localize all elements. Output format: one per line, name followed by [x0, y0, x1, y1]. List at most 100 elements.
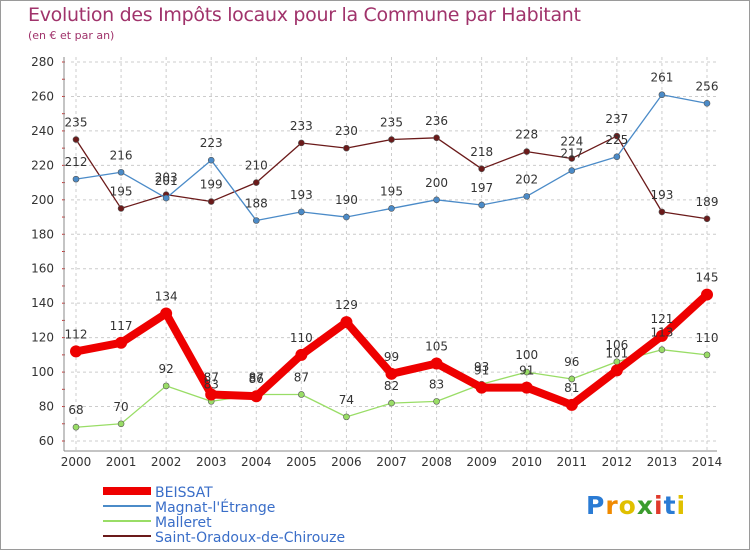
logo-letter: i: [654, 491, 664, 520]
series-point-1: [613, 153, 621, 161]
data-label-1: 223: [200, 136, 223, 150]
series-point-0: [610, 364, 623, 377]
x-tick-label: 2003: [196, 455, 227, 469]
series-point-2: [568, 375, 576, 383]
data-label-1: 217: [560, 147, 583, 161]
chart-subtitle: (en € et par an): [28, 29, 115, 42]
series-point-2: [162, 382, 170, 390]
series-point-0: [565, 398, 578, 411]
data-label-2: 83: [204, 377, 219, 391]
data-label-0: 110: [290, 331, 313, 345]
series-point-1: [658, 91, 666, 99]
x-tick-label: 2000: [61, 455, 92, 469]
data-label-0: 121: [650, 312, 673, 326]
logo-letter: t: [663, 491, 677, 520]
series-point-3: [703, 215, 711, 223]
y-tick-label: 60: [39, 434, 54, 448]
y-tick-label: 100: [31, 365, 54, 379]
series-point-3: [613, 132, 621, 140]
data-label-1: 193: [290, 188, 313, 202]
series-point-1: [162, 194, 170, 202]
series-point-1: [568, 167, 576, 174]
data-label-3: 237: [605, 112, 628, 126]
data-label-1: 190: [335, 193, 358, 207]
series-point-3: [478, 165, 485, 173]
legend-label-1: Magnat-l'Étrange: [155, 499, 275, 516]
series-point-3: [523, 148, 531, 155]
logo-letter: r: [605, 491, 619, 520]
x-tick-label: 2009: [466, 455, 497, 469]
data-label-3: 236: [425, 114, 448, 128]
series-point-2: [298, 391, 305, 398]
data-label-3: 189: [696, 195, 719, 209]
legend-label-3: Saint-Oradoux-de-Chirouze: [155, 530, 345, 546]
data-label-3: 203: [155, 171, 178, 185]
series-point-2: [433, 398, 440, 405]
data-label-1: 216: [110, 148, 133, 162]
data-label-0: 101: [605, 346, 628, 360]
data-label-2: 82: [384, 379, 399, 393]
series-point-3: [117, 205, 125, 212]
data-label-2: 68: [68, 403, 83, 417]
x-tick-label: 2002: [151, 455, 182, 469]
data-label-1: 202: [515, 172, 538, 186]
series-point-1: [207, 156, 215, 164]
series-point-1: [252, 217, 260, 224]
series-point-0: [430, 357, 443, 370]
data-label-2: 110: [696, 331, 719, 345]
y-tick-label: 80: [39, 400, 54, 414]
proxiti-logo: Proxiti: [586, 491, 686, 520]
series-point-0: [655, 329, 668, 342]
data-label-3: 199: [200, 178, 223, 192]
data-label-2: 93: [474, 360, 489, 374]
x-tick-label: 2001: [106, 455, 137, 469]
series-point-2: [117, 420, 125, 428]
series-point-3: [298, 139, 305, 147]
data-label-3: 193: [650, 188, 673, 202]
data-label-2: 87: [294, 370, 309, 384]
data-label-0: 105: [425, 339, 448, 353]
data-label-1: 197: [470, 181, 493, 195]
data-label-0: 81: [564, 381, 579, 395]
series-point-1: [433, 196, 440, 204]
x-tick-label: 2010: [511, 455, 542, 469]
series-point-0: [70, 345, 82, 358]
data-label-0: 99: [384, 350, 399, 364]
data-label-0: 129: [335, 298, 358, 312]
series-point-3: [343, 144, 350, 152]
y-tick-label: 140: [31, 296, 54, 310]
series-point-2: [523, 368, 531, 376]
series-point-0: [115, 336, 128, 349]
data-label-2: 100: [515, 348, 538, 362]
series-point-1: [117, 168, 125, 176]
data-label-1: 200: [425, 176, 448, 190]
series-point-3: [388, 136, 395, 143]
series-point-3: [658, 208, 666, 216]
series-point-0: [295, 348, 308, 361]
series-point-3: [568, 155, 576, 162]
y-tick-label: 180: [31, 227, 54, 241]
series-point-2: [703, 351, 711, 359]
data-label-3: 233: [290, 119, 313, 133]
data-label-3: 235: [65, 116, 88, 130]
data-label-0: 112: [65, 327, 88, 341]
y-tick-label: 280: [31, 55, 54, 69]
y-tick-label: 120: [31, 331, 54, 345]
data-label-1: 256: [696, 79, 719, 93]
data-label-0: 145: [696, 271, 719, 285]
series-point-1: [703, 100, 711, 107]
data-label-0: 91: [519, 364, 534, 378]
y-tick-label: 240: [31, 124, 54, 138]
series-point-3: [72, 136, 80, 143]
y-tick-label: 220: [31, 158, 54, 172]
data-label-3: 230: [335, 124, 358, 138]
data-label-1: 195: [380, 184, 403, 198]
series-point-1: [523, 193, 531, 200]
x-tick-label: 2014: [692, 455, 723, 469]
series-point-0: [250, 390, 263, 403]
data-label-0: 117: [110, 319, 133, 333]
data-label-3: 228: [515, 128, 538, 142]
logo-letter: P: [586, 491, 606, 520]
x-tick-label: 2007: [376, 455, 407, 469]
